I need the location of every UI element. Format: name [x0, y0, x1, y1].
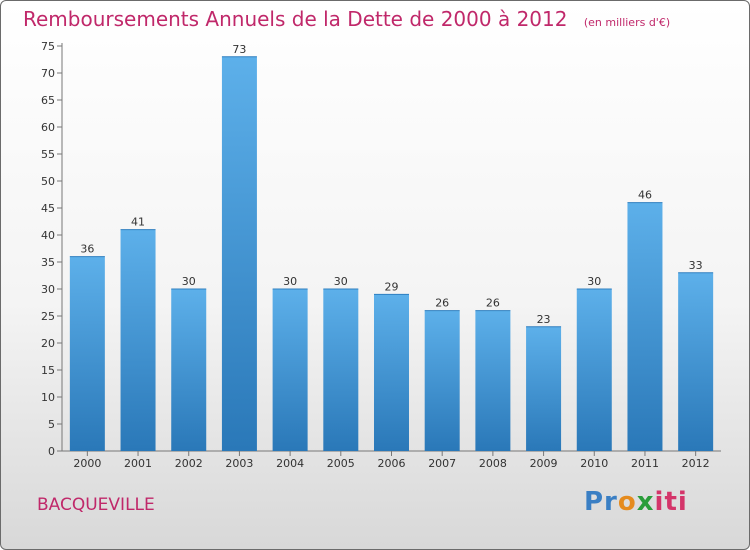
bar: [526, 326, 562, 451]
x-tick-label: 2011: [631, 457, 659, 470]
chart-title: Remboursements Annuels de la Dette de 20…: [23, 7, 670, 31]
y-tick-label: 5: [48, 418, 55, 431]
logo-part: o: [617, 487, 637, 517]
x-tick-label: 2004: [276, 457, 304, 470]
data-label: 46: [638, 189, 652, 202]
y-tick-label: 45: [41, 202, 55, 215]
data-label: 26: [435, 297, 449, 310]
x-tick-label: 2000: [73, 457, 101, 470]
x-tick-label: 2003: [225, 457, 253, 470]
y-tick-label: 65: [41, 94, 55, 107]
y-tick-label: 15: [41, 364, 55, 377]
bar: [374, 294, 409, 451]
y-tick-label: 40: [41, 229, 55, 242]
x-tick-label: 2007: [428, 457, 456, 470]
data-label: 41: [131, 216, 145, 229]
data-label: 30: [283, 275, 297, 288]
y-tick-label: 55: [41, 148, 55, 161]
x-tick-label: 2010: [580, 457, 608, 470]
data-label: 26: [486, 297, 500, 310]
logo-part: Pr: [584, 487, 618, 517]
x-tick-label: 2006: [378, 457, 406, 470]
y-tick-label: 30: [41, 283, 55, 296]
data-label: 33: [689, 259, 703, 272]
logo-part: x: [636, 487, 655, 517]
chart-unit-note: (en milliers d'€): [583, 16, 671, 29]
data-label: 30: [182, 275, 196, 288]
proxiti-logo: Proxiti: [584, 487, 688, 517]
data-label: 29: [385, 280, 399, 293]
data-label: 30: [334, 275, 348, 288]
data-label: 30: [587, 275, 601, 288]
bar: [171, 289, 207, 451]
bar: [272, 289, 308, 451]
x-tick-label: 2002: [175, 457, 203, 470]
bar: [627, 202, 663, 451]
y-tick-label: 75: [41, 40, 55, 53]
y-tick-label: 10: [41, 391, 55, 404]
location-name: BACQUEVILLE: [37, 495, 155, 515]
x-tick-label: 2009: [530, 457, 558, 470]
y-tick-label: 35: [41, 256, 55, 269]
data-label: 23: [537, 313, 551, 326]
chart-title-text: Remboursements Annuels de la Dette de 20…: [23, 7, 568, 31]
y-tick-label: 20: [41, 337, 55, 350]
bar: [221, 56, 257, 452]
bar: [424, 310, 460, 451]
bar: [576, 289, 612, 451]
data-label: 73: [232, 43, 246, 56]
x-tick-label: 2012: [682, 457, 710, 470]
bar: [120, 229, 156, 451]
bar: [475, 310, 511, 451]
y-tick-label: 70: [41, 67, 55, 80]
y-tick-label: 60: [41, 121, 55, 134]
bar-chart: 0 5 10 15 20 25 30 35 40 45 50 55 60 65 70 75 2000 36 200…: [41, 40, 721, 470]
y-tick-label: 50: [41, 175, 55, 188]
bar: [323, 289, 359, 451]
logo-part: iti: [654, 487, 688, 517]
bar: [678, 272, 714, 451]
x-tick-label: 2005: [327, 457, 355, 470]
x-tick-label: 2001: [124, 457, 152, 470]
x-tick-label: 2008: [479, 457, 507, 470]
y-tick-label: 0: [48, 445, 55, 458]
data-label: 36: [80, 243, 94, 256]
bar: [69, 256, 105, 451]
y-tick-label: 25: [41, 310, 55, 323]
